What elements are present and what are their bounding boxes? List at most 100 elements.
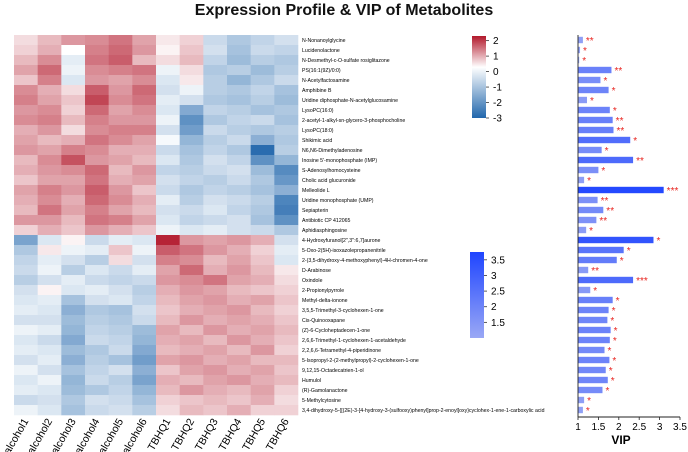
heatmap-cell — [156, 35, 180, 46]
heatmap-cell — [179, 375, 204, 386]
heatmap-cell — [179, 395, 204, 406]
heatmap-cell — [203, 395, 228, 406]
heatmap-cell — [227, 235, 251, 246]
heatmap-cell — [250, 185, 275, 196]
heatmap-cell — [14, 95, 38, 106]
heatmap-cell — [250, 115, 275, 126]
heatmap-cell — [85, 375, 109, 386]
heatmap-cell — [179, 45, 204, 56]
heatmap-cell — [61, 315, 86, 326]
heatmap-cell — [61, 325, 86, 336]
row-label: Antibiotic CP 412065 — [302, 218, 350, 224]
vip-bar — [578, 386, 603, 394]
heatmap-cell — [179, 345, 204, 356]
heatmap-cell — [14, 325, 38, 336]
heatmap-cell — [132, 245, 157, 256]
heatmap-cell — [61, 345, 86, 356]
heatmap-cell — [61, 385, 86, 396]
heatmap-cell — [132, 205, 157, 216]
heatmap-cell — [108, 45, 133, 56]
heatmap-cell — [37, 235, 62, 246]
heatmap-cell — [132, 385, 157, 396]
heatmap-cell — [108, 125, 133, 136]
row-label: N6,N6-Dimethyladenosine — [302, 148, 363, 154]
row-label: N-Desmethyl-c-O-sulfate rosiglitazone — [302, 58, 390, 64]
heatmap-cell — [179, 125, 204, 136]
heatmap-cell — [250, 345, 275, 356]
heatmap-cell — [179, 55, 204, 66]
heatmap-cell — [14, 305, 38, 316]
heatmap-cell — [250, 325, 275, 336]
heatmap-cell — [37, 125, 62, 136]
colorbar-tick-label: 1.5 — [491, 318, 505, 329]
vip-x-tick-label: 2.5 — [632, 422, 646, 433]
heatmap-cell — [61, 365, 86, 376]
heatmap-cell — [203, 405, 228, 416]
heatmap-cell — [61, 235, 86, 246]
heatmap-cell — [156, 385, 180, 396]
heatmap-cell — [108, 55, 133, 66]
heatmap-cell — [274, 215, 299, 226]
heatmap-cell — [108, 175, 133, 186]
heatmap-cell — [250, 145, 275, 156]
heatmap-cell — [85, 365, 109, 376]
heatmap-cell — [132, 355, 157, 366]
heatmap-cell — [250, 205, 275, 216]
significance-label: ** — [617, 126, 625, 137]
heatmap-cell — [132, 345, 157, 356]
row-label: Humulol — [302, 378, 321, 384]
heatmap-cell — [132, 195, 157, 206]
colorbar-tick-label: 2.5 — [491, 287, 505, 298]
heatmap-cell — [250, 405, 275, 416]
vip-bar — [578, 166, 599, 174]
heatmap-cell — [250, 85, 275, 96]
heatmap-cell — [85, 215, 109, 226]
heatmap-cell — [227, 155, 251, 166]
heatmap-cell — [227, 245, 251, 256]
heatmap-cell — [108, 345, 133, 356]
heatmap-cell — [108, 385, 133, 396]
heatmap-cell — [227, 185, 251, 196]
heatmap-cell — [37, 135, 62, 146]
heatmap-cell — [108, 135, 133, 146]
heatmap-cell — [250, 305, 275, 316]
significance-label: * — [613, 106, 617, 117]
heatmap-cell — [250, 255, 275, 266]
heatmap-cell — [179, 385, 204, 396]
heatmap-cell — [132, 265, 157, 276]
heatmap-cell — [274, 315, 299, 326]
heatmap-cell — [227, 165, 251, 176]
heatmap-cell — [61, 285, 86, 296]
heatmap-cell — [14, 35, 38, 46]
significance-label: ** — [614, 66, 622, 77]
heatmap-cell — [37, 115, 62, 126]
vip-bar — [578, 106, 610, 114]
heatmap-cell — [14, 335, 38, 346]
heatmap-cell — [274, 255, 299, 266]
colorbar-tick-label: -3 — [493, 114, 502, 125]
significance-label: * — [633, 136, 637, 147]
vip-bar — [578, 316, 608, 324]
heatmap-cell — [274, 115, 299, 126]
vip-bar — [578, 86, 609, 94]
heatmap-cell — [61, 405, 86, 416]
heatmap-cell — [108, 245, 133, 256]
heatmap-cell — [61, 185, 86, 196]
heatmap-cell — [274, 245, 299, 256]
heatmap-cell — [274, 345, 299, 356]
heatmap-cell — [274, 85, 299, 96]
significance-label: ** — [591, 266, 599, 277]
vip-x-axis-title: VIP — [611, 433, 630, 447]
vip-bar — [578, 116, 613, 124]
vip-bar — [578, 196, 598, 204]
row-label: 5-Isopropyl-2-(2-methylpropyl)-2-cyclohe… — [302, 358, 419, 364]
vip-bar — [578, 376, 608, 384]
heatmap-cell — [37, 175, 62, 186]
heatmap-cell — [156, 315, 180, 326]
heatmap-cell — [37, 335, 62, 346]
vip-bar — [578, 276, 634, 284]
heatmap-cell — [179, 335, 204, 346]
heatmap-cell — [274, 335, 299, 346]
heatmap-cell — [274, 195, 299, 206]
vip-bar — [578, 216, 597, 224]
